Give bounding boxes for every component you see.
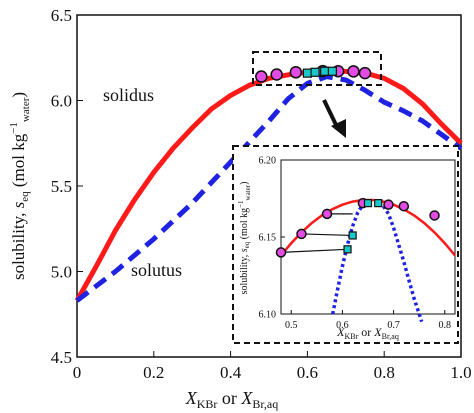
main-y-tick-label: 5.0 (51, 262, 72, 281)
inset-x-axis-label: XKBr or XBr,aq (336, 325, 399, 341)
main-aq-marker (320, 66, 330, 76)
main-y-tick-label: 6.5 (51, 6, 72, 25)
inset-solutus-right-line (381, 205, 424, 323)
inset-plot: 0.5 0.6 0.7 0.8 6.10 6.15 6.20 XKBr or XBr,aq… (232, 145, 459, 344)
zoom-box (252, 51, 382, 86)
inset-aq-marker (348, 231, 357, 240)
main-solid-marker (289, 66, 303, 79)
inset-x-tick-label: 0.5 (285, 320, 298, 331)
main-y-tick-label: 5.5 (51, 177, 72, 196)
main-x-tick-label: 0.4 (220, 363, 242, 382)
main-series (74, 68, 463, 303)
inset-x-tick-label: 0.6 (336, 320, 349, 331)
main-aq-marker (327, 66, 337, 76)
inset-y-ticks: 6.10 6.15 6.20 (259, 156, 285, 321)
inset-y-tick-label: 6.15 (259, 233, 277, 244)
x-axis-label: XKBr or XBr,aq (185, 388, 279, 411)
main-markers (255, 64, 372, 83)
main-x-ticks: 0 0.2 0.4 0.6 0.8 1.0 (73, 351, 472, 382)
main-x-tick-label: 0.8 (374, 363, 395, 382)
inset-tie-line (280, 248, 348, 253)
main-y-tick-label: 6.0 (51, 91, 72, 110)
main-x-tick-label: 0.6 (297, 363, 318, 382)
solutus-label: solutus (131, 260, 182, 280)
main-x-tick-label: 1.0 (450, 363, 471, 382)
solidus-label: solidus (103, 85, 154, 105)
inset-y-axis-label: solubility, seq (mol kg−1water) (237, 182, 252, 295)
inset-y-tick-label: 6.10 (259, 310, 277, 321)
inset-aq-marker (343, 245, 352, 254)
inset-axes-frame (280, 159, 456, 315)
y-axis-label: solubility, seq (mol kg−1water) (8, 92, 32, 280)
inset-solutus-left-line (330, 203, 365, 315)
main-plot: 0 0.2 0.4 0.6 0.8 1.0 4.5 5.0 5.5 6.0 6.5 solidus… (8, 6, 472, 411)
main-solid-marker (270, 68, 283, 81)
inset-aq-marker (374, 199, 383, 208)
inset-solid-marker (296, 228, 307, 240)
main-x-tick-label: 0 (73, 363, 82, 382)
inset-y-tick-label: 6.20 (259, 156, 277, 167)
main-solid-marker (255, 70, 268, 83)
inset-solid-marker (429, 210, 440, 221)
inset-aq-marker (363, 199, 373, 208)
main-solidus-line (74, 68, 463, 302)
inset-x-ticks: 0.5 0.6 0.7 0.8 (285, 310, 451, 331)
inset-solid-marker (275, 247, 287, 258)
inset-x-tick-label: 0.7 (387, 320, 400, 331)
main-x-tick-label: 0.2 (143, 363, 164, 382)
main-y-tick-label: 4.5 (51, 348, 72, 367)
main-solid-marker (347, 65, 360, 78)
main-solid-marker (358, 66, 372, 80)
inset-solid-marker (321, 208, 333, 220)
inset-tie-line (301, 233, 353, 237)
inset-solid-marker (383, 199, 394, 210)
zoom-arrow-head (331, 119, 346, 138)
inset-solid-marker (398, 200, 410, 212)
main-y-ticks: 4.5 5.0 5.5 6.0 6.5 (51, 6, 83, 367)
main-aq-marker (310, 67, 320, 77)
main-aq-marker (302, 68, 312, 78)
inset-markers (275, 197, 440, 258)
inset-x-tick-label: 0.8 (439, 320, 452, 331)
